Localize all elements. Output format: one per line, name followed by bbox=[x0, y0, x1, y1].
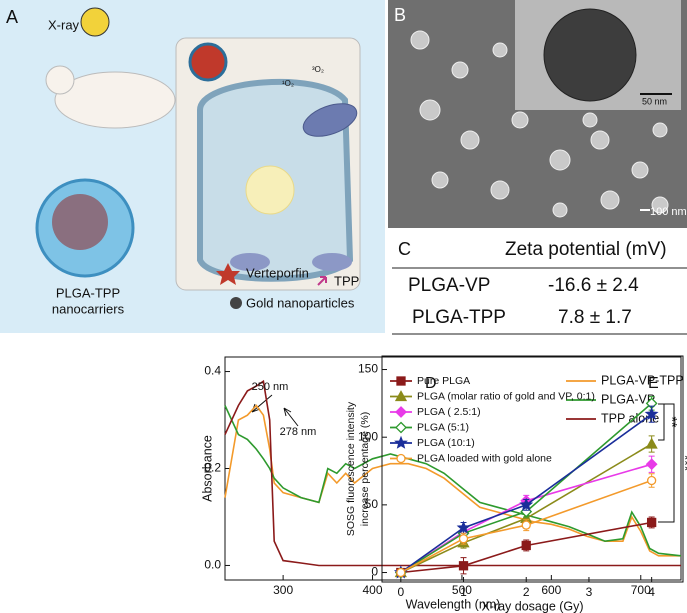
carrier-label: PLGA-TPP bbox=[56, 285, 120, 300]
y-tick-label: 0.0 bbox=[204, 558, 221, 572]
y-tick-label: 150 bbox=[358, 362, 378, 376]
nucleus bbox=[245, 165, 295, 215]
marker bbox=[521, 520, 531, 530]
series-line bbox=[400, 402, 653, 574]
y-axis-label: SOSG fluorescence intensity bbox=[345, 401, 357, 536]
y-axis-label: Absorbance bbox=[200, 435, 214, 502]
annotation: *** bbox=[677, 455, 687, 472]
verteporfin-icon bbox=[216, 263, 240, 285]
plot-frame bbox=[381, 355, 684, 583]
mouse-head bbox=[45, 65, 75, 95]
table-header: Zeta potential (mV) bbox=[505, 239, 667, 260]
bracket bbox=[658, 403, 675, 523]
legend-label: TPP bbox=[334, 273, 359, 288]
tem-particle bbox=[543, 8, 637, 102]
gold-icon bbox=[230, 297, 242, 309]
x-axis-label: Wavelength (nm) bbox=[406, 597, 501, 611]
x-tick-label: 3 bbox=[586, 585, 593, 599]
annotation: ** bbox=[664, 417, 680, 428]
table-cell: PLGA-VP bbox=[408, 275, 490, 296]
y-tick-label: 0.2 bbox=[204, 461, 221, 475]
oxygen-label: ³O₂ bbox=[312, 65, 324, 74]
legend-label: TPP alone bbox=[601, 411, 659, 425]
panel-label: C bbox=[398, 239, 411, 259]
marker bbox=[646, 517, 657, 528]
mitochondrion bbox=[302, 103, 358, 137]
marker bbox=[645, 437, 658, 449]
arrow bbox=[251, 394, 273, 413]
x-tick-label: 500 bbox=[452, 583, 472, 597]
legend-label: PLGA (10:1) bbox=[417, 437, 475, 449]
y-tick-label: 50 bbox=[365, 497, 379, 511]
mouse bbox=[54, 71, 176, 129]
x-tick-label: 600 bbox=[541, 583, 561, 597]
marker bbox=[644, 407, 659, 421]
carrier-label: nanocarriers bbox=[52, 301, 125, 316]
panel-label: B bbox=[394, 5, 406, 25]
marker bbox=[396, 376, 406, 386]
legend-label: Gold nanoparticles bbox=[246, 295, 355, 310]
radiation-icon bbox=[80, 7, 110, 37]
marker bbox=[396, 453, 406, 464]
marker bbox=[395, 421, 407, 434]
marker bbox=[395, 406, 407, 418]
mitochondrion bbox=[230, 253, 270, 271]
xray-label: X-ray bbox=[48, 17, 80, 32]
scale-label: 100 nm bbox=[650, 206, 687, 218]
table-cell: PLGA-TPP bbox=[412, 307, 506, 328]
series-line bbox=[400, 479, 652, 574]
particles bbox=[410, 30, 669, 218]
nanocarrier bbox=[188, 42, 228, 82]
tpp-icon bbox=[317, 276, 327, 286]
legend-label: Pure PLGA bbox=[417, 375, 470, 387]
y-tick-label: 0 bbox=[371, 565, 378, 579]
marker bbox=[458, 534, 469, 544]
series-line bbox=[400, 413, 653, 574]
annotation: 278 nm bbox=[280, 426, 317, 438]
table-cell: 7.8 ± 1.7 bbox=[558, 307, 632, 328]
y-axis-label: increase percentage (%) bbox=[359, 412, 371, 526]
x-tick-label: 2 bbox=[523, 585, 530, 599]
x-axis-label: X-ray dosage (Gy) bbox=[481, 599, 583, 613]
legend-label: PLGA (5:1) bbox=[417, 421, 469, 433]
legend-label: PLGA (molar ratio of gold and VP, 0:1) bbox=[417, 390, 595, 402]
x-tick-label: 4 bbox=[648, 585, 655, 599]
x-tick-label: 700 bbox=[631, 583, 651, 597]
x-tick-label: 0 bbox=[397, 585, 404, 599]
oxygen-label: ¹O₂ bbox=[282, 79, 294, 88]
x-tick-label: 1 bbox=[460, 585, 467, 599]
panel-label: A bbox=[6, 7, 18, 27]
nanocarrier-core bbox=[52, 194, 108, 250]
marker bbox=[458, 561, 469, 571]
marker bbox=[394, 390, 408, 402]
marker bbox=[396, 567, 406, 578]
series-line bbox=[400, 443, 653, 574]
x-tick-label: 300 bbox=[273, 583, 293, 597]
marker bbox=[645, 458, 658, 471]
marker bbox=[519, 497, 534, 511]
marker bbox=[646, 475, 657, 486]
mitochondrion bbox=[312, 253, 352, 271]
y-tick-label: 100 bbox=[358, 429, 378, 443]
legend-label: PLGA ( 2.5:1) bbox=[417, 406, 481, 418]
legend-label: PLGA-VP-TPP bbox=[601, 373, 684, 387]
arrow bbox=[283, 407, 299, 427]
legend-label: PLGA-VP bbox=[601, 392, 655, 406]
scale-label: 50 nm bbox=[642, 96, 667, 106]
marker bbox=[521, 540, 531, 551]
table-cell: -16.6 ± 2.4 bbox=[548, 275, 639, 296]
panel-label: D bbox=[425, 375, 437, 392]
y-tick-label: 0.4 bbox=[204, 364, 221, 378]
marker bbox=[394, 435, 408, 449]
annotation: 250 nm bbox=[252, 381, 289, 393]
legend-label: Verteporfin bbox=[246, 265, 309, 280]
legend-label: PLGA loaded with gold alone bbox=[417, 452, 552, 464]
series-line bbox=[400, 521, 652, 574]
panel-label: E bbox=[648, 375, 659, 392]
x-tick-label: 400 bbox=[363, 583, 383, 597]
marker bbox=[456, 520, 471, 534]
